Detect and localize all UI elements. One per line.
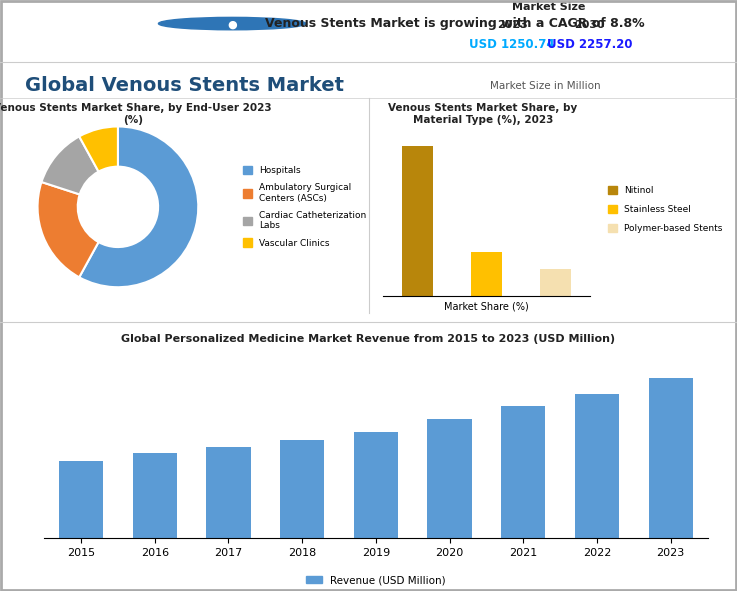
- Bar: [280, 440, 324, 538]
- Bar: [539, 269, 570, 296]
- Bar: [471, 252, 502, 296]
- Text: 2030: 2030: [574, 20, 605, 30]
- Bar: [427, 419, 472, 538]
- X-axis label: Market Share (%): Market Share (%): [444, 301, 528, 311]
- Wedge shape: [79, 126, 198, 287]
- Wedge shape: [79, 126, 118, 171]
- Text: Market Size in Million: Market Size in Million: [490, 81, 601, 90]
- Legend: Revenue (USD Million): Revenue (USD Million): [302, 571, 450, 589]
- Legend: Nitinol, Stainless Steel, Polymer-based Stents: Nitinol, Stainless Steel, Polymer-based …: [604, 183, 726, 237]
- Text: USD 2257.20: USD 2257.20: [547, 38, 632, 51]
- Bar: [575, 394, 619, 538]
- Text: Global Personalized Medicine Market Revenue from 2015 to 2023 (USD Million): Global Personalized Medicine Market Reve…: [122, 334, 615, 344]
- Wedge shape: [41, 137, 99, 194]
- Text: Venous Stents Market Share, by End-User 2023
(%): Venous Stents Market Share, by End-User …: [0, 103, 272, 125]
- Legend: Hospitals, Ambulatory Surgical
Centers (ASCs), Cardiac Catheterization
Labs, Vas: Hospitals, Ambulatory Surgical Centers (…: [239, 163, 370, 251]
- Text: Venous Stents Market Share, by
Material Type (%), 2023: Venous Stents Market Share, by Material …: [388, 103, 577, 125]
- Bar: [501, 406, 545, 538]
- Circle shape: [158, 17, 306, 30]
- Bar: [649, 378, 693, 538]
- Text: 2023: 2023: [497, 20, 528, 30]
- Bar: [354, 433, 398, 538]
- Text: Venous Stents Market is growing with a CAGR of 8.8%: Venous Stents Market is growing with a C…: [265, 17, 645, 30]
- Text: Market Size: Market Size: [512, 2, 586, 12]
- Bar: [133, 453, 177, 538]
- Text: Global Venous Stents Market: Global Venous Stents Market: [25, 76, 343, 95]
- Text: USD 1250.74: USD 1250.74: [469, 38, 555, 51]
- Bar: [206, 447, 251, 538]
- Bar: [59, 460, 103, 538]
- Text: ●: ●: [227, 20, 237, 30]
- Wedge shape: [38, 182, 99, 277]
- Bar: [402, 147, 433, 296]
